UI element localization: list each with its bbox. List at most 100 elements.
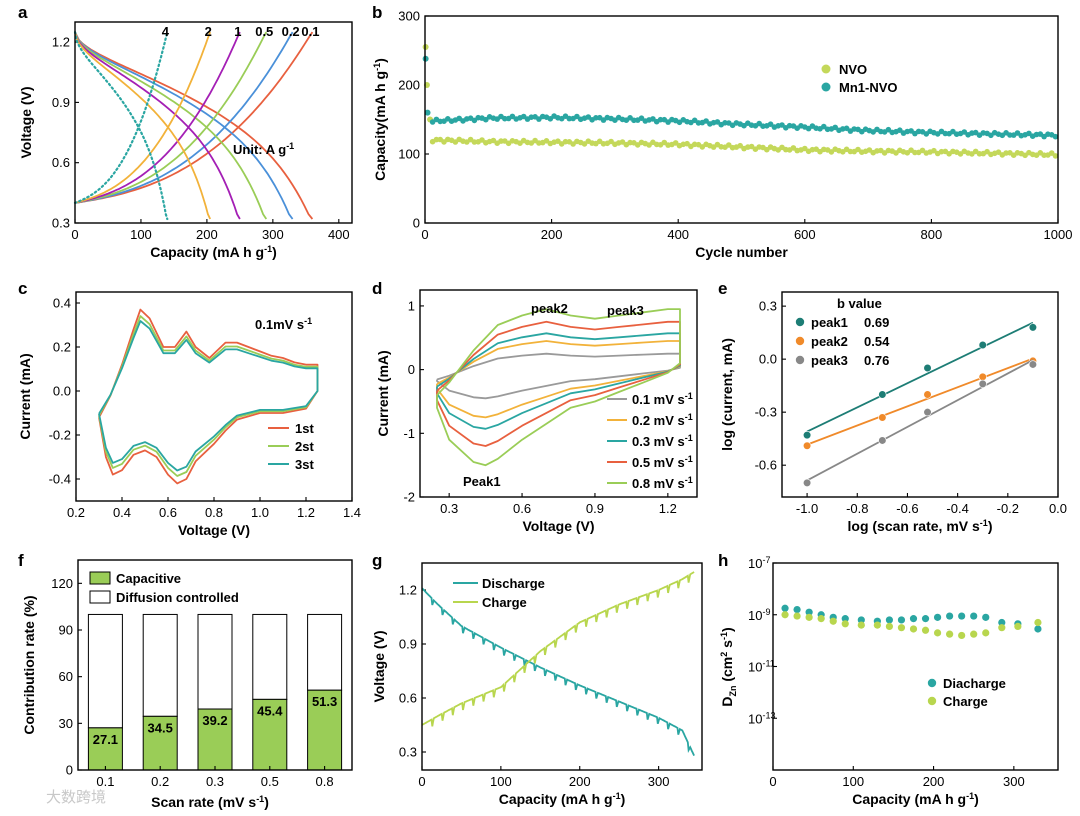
bar-diffusion [142,613,178,717]
charge-curve-4 [73,31,169,204]
legend-label-h: Charge [943,694,988,709]
data-point-Charge [897,624,906,632]
y-tick-label: -0.4 [49,472,71,487]
x-tick-label: 0.3 [440,501,458,516]
discharge-curve-2 [74,31,212,220]
data-point-Charge [946,630,954,638]
y-tick-label: 0.3 [759,299,777,314]
legend-swatch [89,571,111,585]
cv-curve-2st [98,315,319,477]
data-point-Charge [998,624,1006,632]
data-point-Charge [793,612,801,620]
legend-label-f: Capacitive [116,571,181,586]
data-point-Charge [841,620,849,628]
data-point [1052,133,1059,140]
peak1-annotation: Peak1 [463,474,501,489]
y-axis-label: Voltage (V) [371,630,387,702]
x-tick-label: 0.8 [205,505,223,520]
data-point-Diacharge [909,615,918,623]
rate-label-0.5: 0.5 [255,24,273,39]
data-point-peak1 [878,390,887,399]
y-axis-label: Current (mA) [375,350,391,436]
panel-label-h: h [718,551,728,570]
rate-label-4: 4 [162,24,170,39]
y-axis-label: log (current, mA) [719,338,735,451]
y-tick-label: 30 [59,716,73,731]
x-tick-label: 1.2 [659,501,677,516]
y-tick-label: -0.6 [755,458,777,473]
discharge-curve-1 [74,31,241,220]
discharge-curve-0.2 [74,31,294,220]
bar-diffusion [87,613,123,729]
plot-frame [75,291,353,502]
data-point-Diacharge [970,612,978,620]
panel-f: 0 30 60 90 120 Contribution rate (%) 27.1 0.1 34… [21,559,353,810]
bar-value-label: 39.2 [202,713,227,728]
b-value-peak3: 0.76 [864,353,889,368]
fit-line-peak1 [806,321,1034,433]
panel-h: 0 100 200 300 10-7 10-9 10-11 10-13 Capacity (mA… [719,555,1059,807]
panel-label-b: b [372,3,382,22]
panel-b: 0 200 400 600 800 1000 0 100 200 300 Cycle number C… [372,9,1072,261]
bar-value-label: 51.3 [312,694,337,709]
x-tick-label: 600 [794,227,816,242]
data-point-Charge [921,626,930,634]
data-point-Charge [781,611,789,619]
x-axis-label: Voltage (V) [522,518,594,534]
panel-label-g: g [372,551,382,570]
x-tick-label: 0.3 [206,774,224,789]
bar-capacitive [307,689,343,771]
x-tick-label: -0.2 [997,501,1019,516]
panel-label-e: e [718,279,727,298]
y-tick-label: 0 [66,763,73,778]
panel-a: 0 100 200 300 400 0.3 0.6 0.9 1.2 Capacity (mA h … [18,21,353,260]
x-tick-label: 1.0 [251,505,269,520]
bar-value-label: 45.4 [257,703,283,718]
x-tick-label: 800 [921,227,943,242]
bar-diffusion [197,613,233,710]
legend-label-f: Diffusion controlled [116,590,239,605]
data-point-peak1 [1028,323,1038,332]
y-tick-label: 100 [398,147,420,162]
bar-capacitive [142,715,178,771]
panel-label-a: a [18,3,28,22]
x-tick-label: 400 [328,227,350,242]
rate-label-0.1: 0.1 [301,24,319,39]
legend-marker [795,317,805,327]
discharge-curve-0.1 [74,31,314,220]
bar-diffusion [252,613,288,700]
x-tick-label: 1.4 [343,505,361,520]
y-tick-label: 0.3 [399,745,417,760]
x-tick-label: 200 [569,774,591,789]
data-point-peak2 [878,413,887,422]
data-point-Diacharge [998,618,1006,627]
data-point-Diacharge [897,616,906,624]
data-point-Charge [909,625,918,633]
watermark-text: 大数跨境 [46,788,106,806]
x-axis-label: Capacity (mA h g-1) [852,791,979,807]
discharge-curve-4 [73,31,169,221]
data-point-Diacharge [841,615,849,623]
charge-curve-0.2 [74,31,294,204]
series-Mn1-NVO [422,55,1059,140]
x-tick-label: 0.8 [316,774,334,789]
legend-marker [927,678,937,688]
data-point-Diacharge [885,616,894,624]
x-tick-label: 200 [923,774,945,789]
x-tick-label: 1.2 [297,505,315,520]
y-tick-label: 0.6 [399,691,417,706]
legend-label-d: 0.2 mV s-1 [632,412,693,428]
y-tick-label: -2 [403,490,415,505]
x-tick-label: -1.0 [796,501,818,516]
legend-label-g: Charge [482,595,527,610]
x-tick-label: 0 [418,774,425,789]
data-point-Diacharge [805,608,813,616]
y-tick-label: 90 [59,623,73,638]
y-tick-label: 120 [51,576,73,591]
x-tick-label: 0.2 [151,774,169,789]
y-tick-label: -0.2 [49,428,71,443]
legend-label-g: Discharge [482,576,545,591]
x-tick-label: 300 [262,227,284,242]
data-point-Charge [933,629,942,637]
